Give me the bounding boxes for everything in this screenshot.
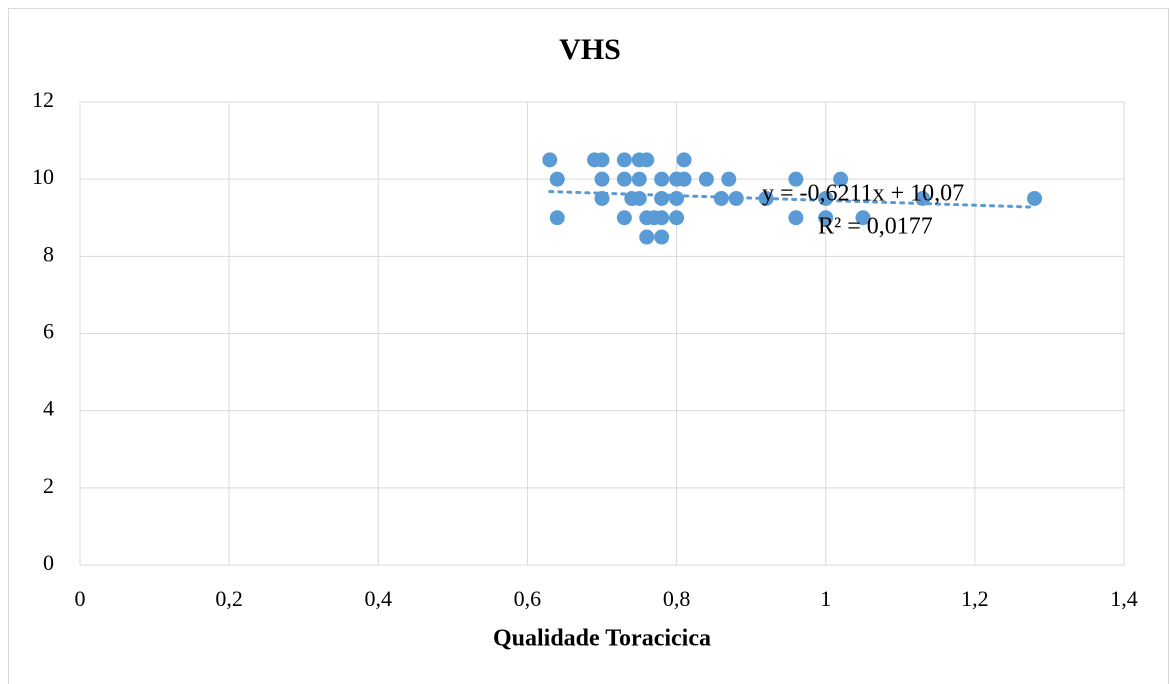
x-tick-label: 1,2 [961, 586, 989, 611]
point [616, 152, 632, 168]
point [594, 152, 610, 168]
point [639, 152, 655, 168]
point [698, 171, 714, 187]
y-tick-label: 4 [43, 396, 54, 421]
point [654, 190, 670, 206]
point [669, 190, 685, 206]
point [1027, 190, 1043, 206]
point [855, 210, 871, 226]
y-tick-label: 10 [32, 164, 54, 189]
x-tick-label: 0,6 [514, 586, 542, 611]
x-tick-label: 0,4 [365, 586, 393, 611]
point [616, 171, 632, 187]
x-tick-label: 1,4 [1110, 586, 1138, 611]
point [631, 171, 647, 187]
point [818, 190, 834, 206]
x-tick-label: 0 [75, 586, 86, 611]
point [616, 210, 632, 226]
point [549, 210, 565, 226]
y-tick-label: 0 [43, 550, 54, 575]
point [669, 210, 685, 226]
point [639, 229, 655, 245]
y-tick-label: 8 [43, 241, 54, 266]
point [833, 171, 849, 187]
point [788, 171, 804, 187]
x-tick-label: 0,2 [215, 586, 243, 611]
x-axis-label: Qualidade Toracicica [493, 626, 711, 652]
point [549, 171, 565, 187]
y-tick-label: 6 [43, 319, 54, 344]
y-tick-label: 12 [32, 87, 54, 112]
point [654, 229, 670, 245]
point [654, 171, 670, 187]
point [788, 210, 804, 226]
chart-title: VHS [559, 33, 621, 66]
x-tick-label: 1 [820, 586, 831, 611]
point [728, 190, 744, 206]
point [654, 210, 670, 226]
point [594, 171, 610, 187]
point [676, 171, 692, 187]
trendline-r2: R² = 0,0177 [818, 214, 933, 240]
point [676, 152, 692, 168]
chart-border [8, 8, 1169, 684]
y-tick-label: 2 [43, 473, 54, 498]
x-tick-label: 0,8 [663, 586, 691, 611]
point [542, 152, 558, 168]
point [721, 171, 737, 187]
trendline-equation: y = -0,6211x + 10,07 [762, 181, 964, 207]
trendline [548, 190, 1037, 209]
point [818, 210, 834, 226]
